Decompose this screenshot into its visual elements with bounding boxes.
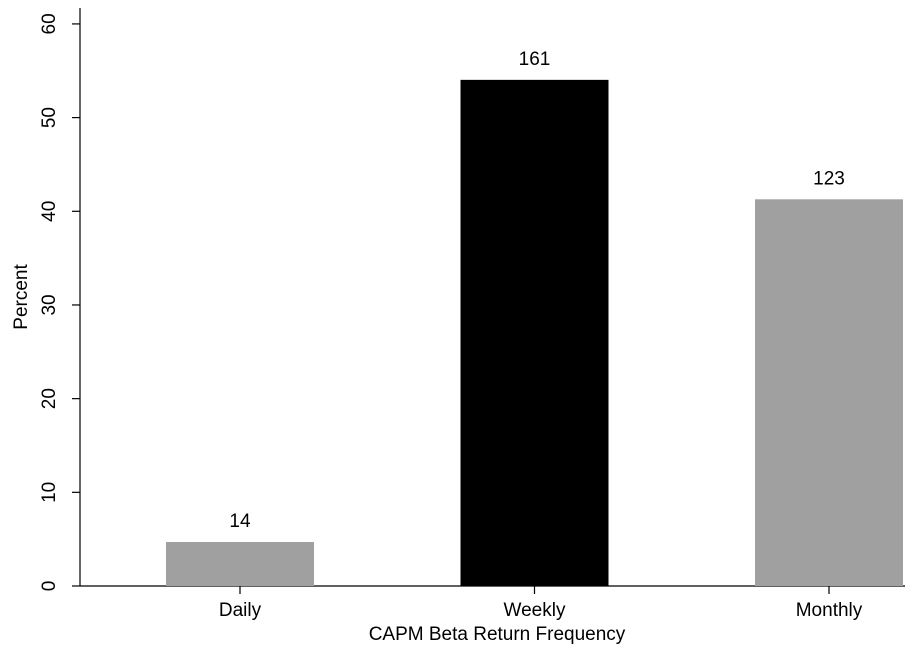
y-axis-title: Percent xyxy=(11,264,32,330)
bar xyxy=(166,541,314,586)
y-tick-label: 60 xyxy=(39,13,60,34)
y-tick-label: 10 xyxy=(39,482,60,503)
bar-count-label: 123 xyxy=(813,168,845,189)
x-axis-title: CAPM Beta Return Frequency xyxy=(369,624,626,645)
y-tick-label: 50 xyxy=(39,107,60,128)
bar xyxy=(460,79,609,586)
x-tick-label: Monthly xyxy=(796,600,863,621)
x-tick-label: Weekly xyxy=(504,600,566,621)
bar xyxy=(755,199,903,586)
bar-count-label: 161 xyxy=(519,49,551,70)
y-tick-label: 20 xyxy=(39,388,60,409)
y-tick-label: 30 xyxy=(39,294,60,315)
x-tick-label: Daily xyxy=(219,600,262,621)
y-tick-label: 0 xyxy=(39,581,60,592)
y-tick-label: 40 xyxy=(39,201,60,222)
bar-count-label: 14 xyxy=(229,511,251,532)
